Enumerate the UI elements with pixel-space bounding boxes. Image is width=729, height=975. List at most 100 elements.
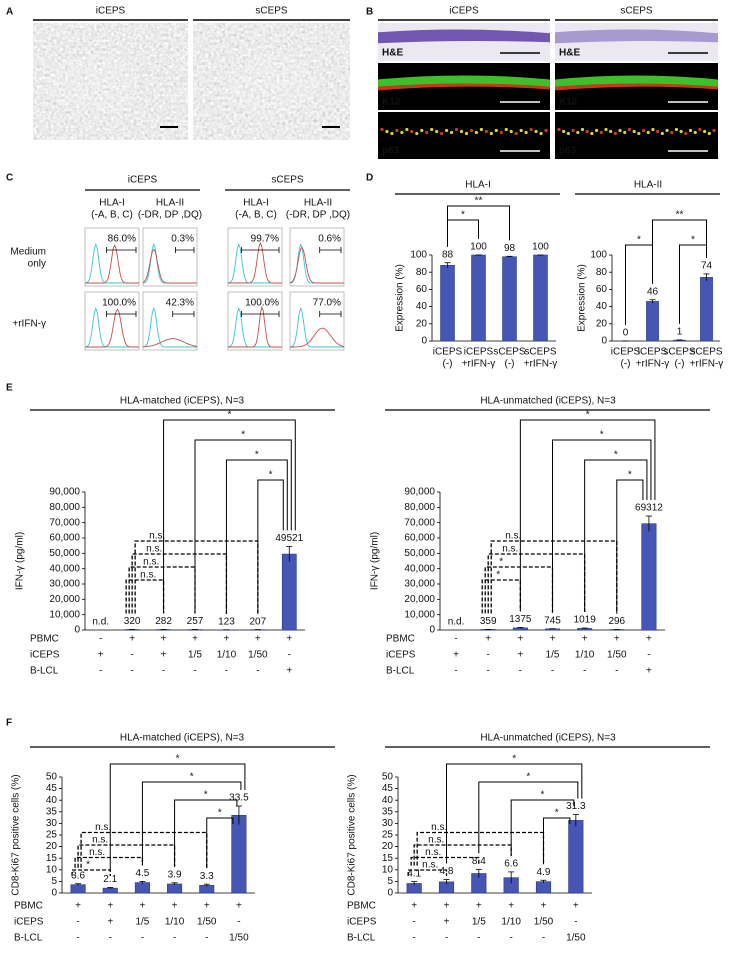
y-tick-label: 80: [416, 267, 428, 278]
bar: [502, 256, 517, 342]
value-label: n.d.: [448, 617, 465, 628]
value-label: 100: [532, 242, 549, 253]
significance-bracket: [257, 479, 284, 614]
nucleus-dot: [585, 129, 589, 134]
significance-label: n.s.: [431, 822, 447, 833]
category-cell: -: [487, 666, 490, 677]
nucleus-dot: [400, 130, 404, 135]
significance-label: *: [190, 772, 194, 783]
y-tick-label: 0: [601, 336, 607, 347]
category-cell: +: [224, 634, 230, 645]
nucleus-dot: [430, 127, 434, 132]
chart-title: HLA-unmatched (iCEPS), N=3: [480, 396, 616, 407]
significance-bracket: [410, 856, 480, 866]
category-cell: -: [162, 666, 165, 677]
y-tick-label: 50: [46, 772, 58, 783]
x-tick-label: +rIFN-γ: [636, 359, 670, 370]
category-cell: +: [75, 901, 81, 912]
gate-percentage: 0.3%: [171, 234, 194, 245]
category-cell: +: [129, 634, 135, 645]
significance-label: *: [526, 772, 530, 783]
value-label: 88: [442, 249, 454, 260]
significance-bracket: [616, 479, 644, 614]
gate-percentage: 100.0%: [102, 298, 136, 309]
nucleus-dot: [415, 131, 419, 136]
significance-label: *: [512, 754, 516, 765]
value-label: 31.3: [566, 801, 586, 812]
nucleus-dot: [410, 129, 414, 134]
category-cell: -: [109, 933, 112, 944]
y-tick-label: 40: [382, 795, 394, 806]
y-tick-label: 0: [74, 625, 80, 636]
stained-histogram: [228, 241, 282, 284]
tissue-band: [555, 83, 718, 91]
significance-label: n.s.: [428, 835, 444, 846]
y-tick-label: 20: [46, 841, 58, 852]
significance-bracket: [543, 817, 571, 865]
category-cell: -: [519, 666, 522, 677]
y-tick-label: 70,000: [404, 517, 435, 528]
significance-label: *: [496, 570, 500, 581]
y-tick-label: 20,000: [404, 594, 435, 605]
nucleus-dot: [544, 128, 548, 133]
category-cell: +: [98, 650, 104, 661]
bar: [70, 884, 86, 894]
category-cell: -: [647, 650, 650, 661]
nucleus-dot: [674, 127, 679, 132]
category-cell: 1/5: [135, 917, 149, 928]
x-tick-label: (-): [621, 359, 631, 370]
marker-label: HLA-II: [304, 198, 332, 209]
y-tick-label: 70,000: [49, 517, 80, 528]
significance-label: n.s.: [89, 847, 105, 858]
value-label: 4.8: [440, 866, 454, 877]
micrograph-shade: [228, 55, 318, 115]
category-cell: -: [205, 933, 208, 944]
nucleus-dot: [604, 127, 608, 132]
flow-plot: [84, 291, 140, 351]
x-tick-label: (-): [443, 359, 453, 370]
x-tick-label: sCEPS: [663, 347, 696, 358]
gate-percentage: 100.0%: [245, 298, 279, 309]
significance-label: *: [269, 470, 273, 481]
y-tick-label: 60,000: [49, 533, 80, 544]
column-header: sCEPS: [620, 6, 653, 17]
category-cell: +: [541, 901, 547, 912]
category-cell: +: [192, 634, 198, 645]
row-label: B-LCL: [347, 933, 376, 944]
value-label: 123: [218, 616, 235, 627]
category-cell: -: [237, 917, 240, 928]
y-tick-label: 10: [382, 864, 394, 875]
significance-bracket: [446, 763, 583, 864]
category-cell: +: [172, 901, 178, 912]
row-label: B-LCL: [14, 933, 43, 944]
value-label: 1019: [574, 615, 597, 626]
category-cell: -: [225, 666, 228, 677]
significance-bracket: [174, 799, 238, 867]
gate-percentage: 86.0%: [108, 234, 136, 245]
category-cell: 1/10: [501, 917, 521, 928]
category-cell: +: [107, 917, 113, 928]
stain-label: K12: [382, 97, 401, 108]
nucleus-dot: [698, 127, 702, 132]
stained-histogram: [228, 305, 282, 348]
significance-bracket: [652, 219, 707, 284]
nucleus-dot: [469, 128, 474, 133]
category-cell: -: [193, 666, 196, 677]
category-cell: +: [107, 901, 113, 912]
row-label: PBMC: [14, 901, 43, 912]
bar: [167, 883, 183, 894]
column-header: iCEPS: [449, 6, 479, 17]
panel-label: B: [366, 7, 373, 18]
micrograph: [33, 23, 188, 140]
y-tick-label: 5: [387, 876, 393, 887]
category-cell: +: [161, 634, 167, 645]
nucleus-dot: [557, 127, 561, 132]
micrograph-shade: [48, 55, 138, 115]
category-cell: 1/5: [546, 650, 560, 661]
nucleus-dot: [539, 131, 543, 136]
y-tick-label: 0: [51, 888, 57, 899]
significance-bracket: [481, 579, 522, 614]
nucleus-dot: [489, 131, 493, 136]
significance-bracket: [478, 781, 579, 854]
significance-label: *: [461, 210, 465, 221]
